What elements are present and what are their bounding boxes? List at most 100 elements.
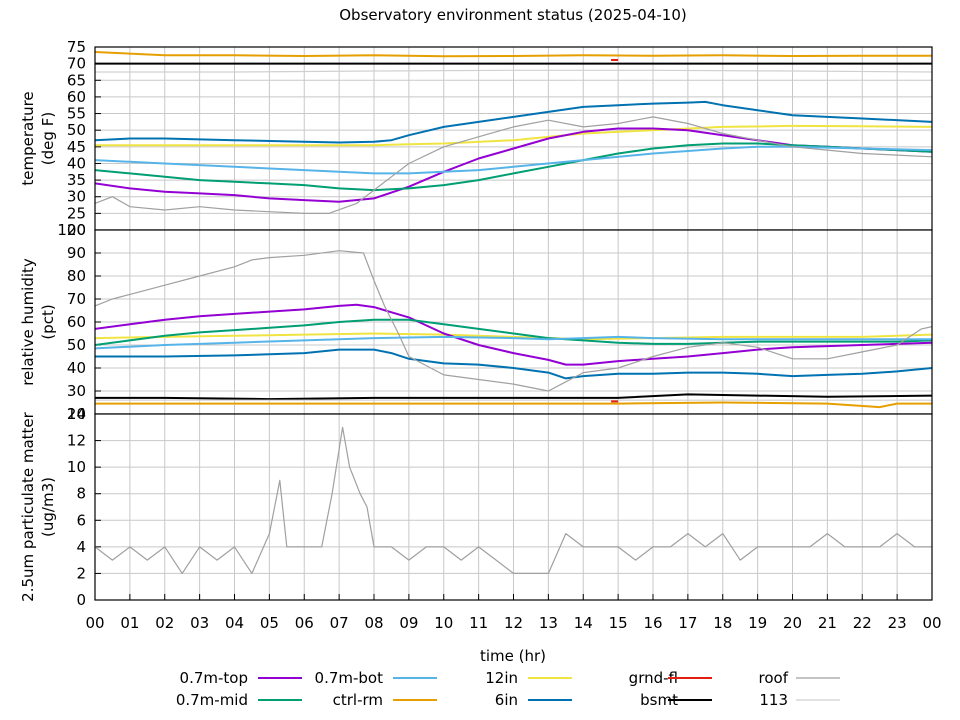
y-tick-label: 50: [67, 336, 86, 354]
y-axis-label-line: (pct): [39, 304, 57, 339]
series-0.7m-bot: [95, 335, 932, 350]
legend-label-grnd-fl: grnd-fl: [629, 669, 678, 687]
x-axis-ticks: 00 01 02 03 04 05 06 07 08 09 10 11 12 13 14 15 16 17 18 19…: [85, 594, 942, 632]
y-tick-label: 14: [67, 405, 86, 423]
y-tick-label: 80: [67, 267, 86, 285]
y-tick-label: 65: [67, 71, 86, 89]
legend-label-0.7m-mid: 0.7m-mid: [176, 691, 248, 709]
y-tick-label: 12: [67, 432, 86, 450]
x-axis-label: time (hr): [480, 647, 546, 665]
series-6in: [95, 100, 932, 144]
series-group: [95, 426, 932, 574]
y-tick-label: 55: [67, 105, 86, 123]
chart-title: Observatory environment status (2025-04-…: [339, 6, 687, 24]
x-tick-label: 19: [748, 614, 767, 632]
series-0.7m-mid: [95, 142, 932, 192]
legend-label-113: 113: [759, 691, 788, 709]
series-ctrl-rm: [95, 401, 932, 409]
y-tick-label: 70: [67, 55, 86, 73]
x-tick-label: 21: [818, 614, 837, 632]
y-tick-label: 60: [67, 313, 86, 331]
x-tick-label: 00: [85, 614, 104, 632]
y-tick-label: 6: [76, 511, 86, 529]
x-tick-label: 04: [225, 614, 244, 632]
y-tick-label: 60: [67, 88, 86, 106]
x-tick-label: 05: [260, 614, 279, 632]
y-tick-label: 45: [67, 138, 86, 156]
series-12in: [95, 124, 932, 147]
x-tick-label: 20: [783, 614, 802, 632]
legend-label-roof: roof: [759, 669, 789, 687]
panel-particulate: 0 2 4 6 8 10 12 14 2.5um particulate matter (ug/m…: [19, 405, 933, 609]
legend-label-12in: 12in: [485, 669, 518, 687]
series-group: [95, 250, 932, 409]
y-tick-label: 4: [76, 538, 86, 556]
x-tick-label: 08: [364, 614, 383, 632]
series-113: [95, 69, 932, 73]
y-tick-label: 10: [67, 458, 86, 476]
y-tick-label: 25: [67, 204, 86, 222]
y-tick-label: 70: [67, 290, 86, 308]
y-tick-label: 30: [67, 382, 86, 400]
legend-label-0.7m-bot: 0.7m-bot: [315, 669, 384, 687]
x-tick-label: 07: [330, 614, 349, 632]
legend-label-ctrl-rm: ctrl-rm: [333, 691, 383, 709]
x-tick-label: 18: [713, 614, 732, 632]
x-tick-label: 06: [295, 614, 314, 632]
series-0.7m-bot: [95, 145, 932, 175]
y-tick-label: 20: [67, 221, 86, 239]
series-ctrl-rm: [95, 51, 932, 58]
y-axis-label-line: (ug/m3): [39, 477, 57, 537]
y-axis-label-line: 2.5um particulate matter: [19, 411, 37, 601]
x-tick-label: 02: [155, 614, 174, 632]
y-tick-label: 0: [76, 591, 86, 609]
series-roof: [95, 250, 932, 392]
y-tick-label: 2: [76, 564, 86, 582]
x-tick-label: 10: [434, 614, 453, 632]
y-tick-label: 40: [67, 154, 86, 172]
x-tick-label: 13: [539, 614, 558, 632]
y-tick-label: 40: [67, 359, 86, 377]
series-6in: [95, 348, 932, 380]
legend-label-6in: 6in: [495, 691, 518, 709]
legend-label-0.7m-top: 0.7m-top: [180, 669, 248, 687]
x-tick-label: 16: [643, 614, 662, 632]
y-axis-label: temperature (deg F): [19, 91, 57, 185]
y-axis-label: 2.5um particulate matter (ug/m3): [19, 411, 57, 601]
x-tick-label: 12: [504, 614, 523, 632]
x-tick-label: 11: [469, 614, 488, 632]
y-axis-label-line: (deg F): [39, 112, 57, 165]
x-tick-label: 17: [678, 614, 697, 632]
y-tick-label: 30: [67, 188, 86, 206]
y-tick-label: 90: [67, 244, 86, 262]
y-axis-label-line: temperature: [19, 91, 37, 185]
y-tick-label: 100: [57, 221, 86, 239]
series-12in: [95, 332, 932, 341]
series-0.7m-mid: [95, 318, 932, 346]
series-group: [95, 51, 932, 214]
series-bsmt: [95, 393, 932, 401]
y-axis-label-line: relative humidity: [19, 258, 37, 386]
x-tick-label: 15: [609, 614, 628, 632]
x-tick-label: 23: [888, 614, 907, 632]
y-axis-label: relative humidity (pct): [19, 258, 57, 386]
series-roof: [95, 426, 932, 574]
y-tick-label: 75: [67, 38, 86, 56]
y-tick-label: 50: [67, 121, 86, 139]
y-tick-label: 20: [67, 405, 86, 423]
y-tick-label: 8: [76, 485, 86, 503]
x-tick-label: 03: [190, 614, 209, 632]
x-tick-label: 09: [399, 614, 418, 632]
x-tick-label: 01: [120, 614, 139, 632]
x-tick-label: 00: [922, 614, 941, 632]
series-0.7m-top: [95, 303, 932, 366]
legend-label-bsmt: bsmt: [640, 691, 678, 709]
panel-humidity: 20 30 40 50 60 70 80 90 100 relative humidity (pct…: [19, 221, 933, 423]
x-tick-label: 22: [853, 614, 872, 632]
x-tick-label: 14: [574, 614, 593, 632]
legend: 0.7m-top 0.7m-mid 0.7m-bot ctrl-rm 12in 6in gr…: [176, 669, 840, 709]
series-roof: [95, 116, 932, 214]
